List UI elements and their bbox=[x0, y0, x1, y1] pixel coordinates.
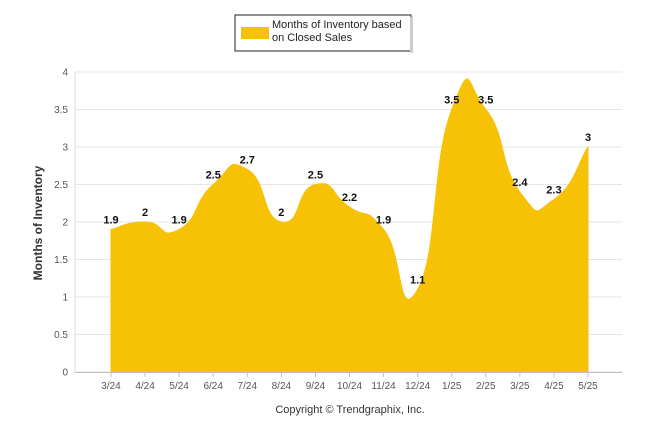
x-tick-label: 6/24 bbox=[203, 381, 223, 392]
x-tick-label: 11/24 bbox=[371, 381, 396, 392]
y-tick-label: 2.5 bbox=[54, 180, 68, 191]
x-tick-label: 12/24 bbox=[405, 381, 430, 392]
data-label: 3 bbox=[585, 132, 591, 144]
x-tick-label: 4/24 bbox=[135, 381, 155, 392]
x-tick-label: 3/25 bbox=[510, 381, 530, 392]
legend-swatch bbox=[241, 27, 269, 39]
x-tick-label: 9/24 bbox=[306, 381, 326, 392]
y-tick-label: 3.5 bbox=[54, 105, 68, 116]
y-axis-title: Months of Inventory bbox=[31, 165, 45, 280]
data-label: 2 bbox=[142, 207, 148, 219]
legend-label-line-1: Months of Inventory based bbox=[272, 19, 402, 31]
legend-shadow bbox=[410, 17, 413, 53]
x-tick-label: 3/24 bbox=[101, 381, 121, 392]
data-label: 3.5 bbox=[444, 95, 459, 107]
data-labels: 1.9 2 1.9 2.5 2.7 2 2.5 2.2 1.9 1.1 3.5 3.5 2.4 2.3 3 bbox=[103, 95, 591, 287]
x-tick-label: 5/24 bbox=[169, 381, 189, 392]
legend-label-line-2: on Closed Sales bbox=[272, 32, 353, 44]
y-tick-label: 4 bbox=[62, 68, 68, 79]
data-label: 1.1 bbox=[410, 275, 425, 287]
x-tick-label: 4/25 bbox=[544, 381, 564, 392]
area-fill[interactable] bbox=[110, 78, 589, 373]
y-tick-label: 3 bbox=[62, 143, 68, 154]
y-tick-label: 0.5 bbox=[54, 330, 68, 341]
data-label: 2.7 bbox=[240, 155, 255, 167]
legend[interactable]: Months of Inventory based on Closed Sale… bbox=[234, 14, 413, 53]
x-tick-label: 10/24 bbox=[337, 381, 362, 392]
data-label: 2.2 bbox=[342, 192, 357, 204]
data-label: 3.5 bbox=[478, 95, 493, 107]
y-tick-label: 1.5 bbox=[54, 255, 68, 266]
x-tick-label: 8/24 bbox=[272, 381, 292, 392]
y-tick-label: 2 bbox=[62, 218, 68, 229]
data-label: 2.5 bbox=[308, 170, 323, 182]
y-tick-label: 1 bbox=[62, 293, 68, 304]
data-label: 2.4 bbox=[512, 177, 528, 189]
y-tick-label: 0 bbox=[62, 368, 68, 379]
data-label: 2.5 bbox=[206, 170, 221, 182]
copyright-text: Copyright © Trendgraphix, Inc. bbox=[275, 404, 424, 416]
data-label: 1.9 bbox=[376, 215, 391, 227]
data-label: 2 bbox=[278, 207, 284, 219]
x-tick-label: 2/25 bbox=[476, 381, 496, 392]
x-tick-label: 1/25 bbox=[442, 381, 462, 392]
x-tick-label: 5/25 bbox=[578, 381, 598, 392]
area-series bbox=[110, 78, 589, 373]
x-axis: 3/24 4/24 5/24 6/24 7/24 8/24 9/24 10/24 11/24 12… bbox=[75, 372, 622, 392]
data-label: 1.9 bbox=[103, 215, 118, 227]
data-label: 2.3 bbox=[546, 185, 561, 197]
data-label: 1.9 bbox=[171, 215, 186, 227]
x-tick-label: 7/24 bbox=[238, 381, 258, 392]
y-axis: 0 0.5 1 1.5 2 2.5 3 3.5 4 bbox=[54, 68, 76, 379]
